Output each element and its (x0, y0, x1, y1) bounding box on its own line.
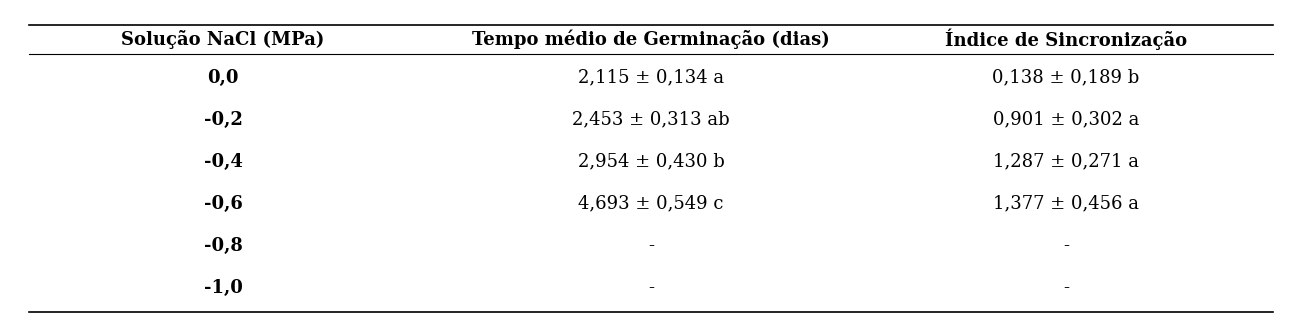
Text: -: - (1062, 279, 1069, 297)
Text: -0,2: -0,2 (203, 111, 242, 129)
Text: -: - (648, 279, 654, 297)
Text: 1,377 ± 0,456 a: 1,377 ± 0,456 a (993, 195, 1139, 213)
Text: 2,453 ± 0,313 ab: 2,453 ± 0,313 ab (572, 111, 730, 129)
Text: -0,6: -0,6 (203, 195, 242, 213)
Text: -0,8: -0,8 (203, 237, 242, 255)
Text: 4,693 ± 0,549 c: 4,693 ± 0,549 c (578, 195, 724, 213)
Text: 0,901 ± 0,302 a: 0,901 ± 0,302 a (992, 111, 1139, 129)
Text: -: - (1062, 237, 1069, 255)
Text: 0,138 ± 0,189 b: 0,138 ± 0,189 b (992, 69, 1139, 87)
Text: 2,954 ± 0,430 b: 2,954 ± 0,430 b (578, 153, 724, 171)
Text: -0,4: -0,4 (203, 153, 242, 171)
Text: 1,287 ± 0,271 a: 1,287 ± 0,271 a (993, 153, 1139, 171)
Text: Tempo médio de Germinação (dias): Tempo médio de Germinação (dias) (473, 30, 829, 49)
Text: 2,115 ± 0,134 a: 2,115 ± 0,134 a (578, 69, 724, 87)
Text: Solução NaCl (MPa): Solução NaCl (MPa) (121, 30, 326, 49)
Text: Índice de Sincronização: Índice de Sincronização (945, 29, 1187, 50)
Text: 0,0: 0,0 (207, 69, 240, 87)
Text: -1,0: -1,0 (203, 279, 242, 297)
Text: -: - (648, 237, 654, 255)
